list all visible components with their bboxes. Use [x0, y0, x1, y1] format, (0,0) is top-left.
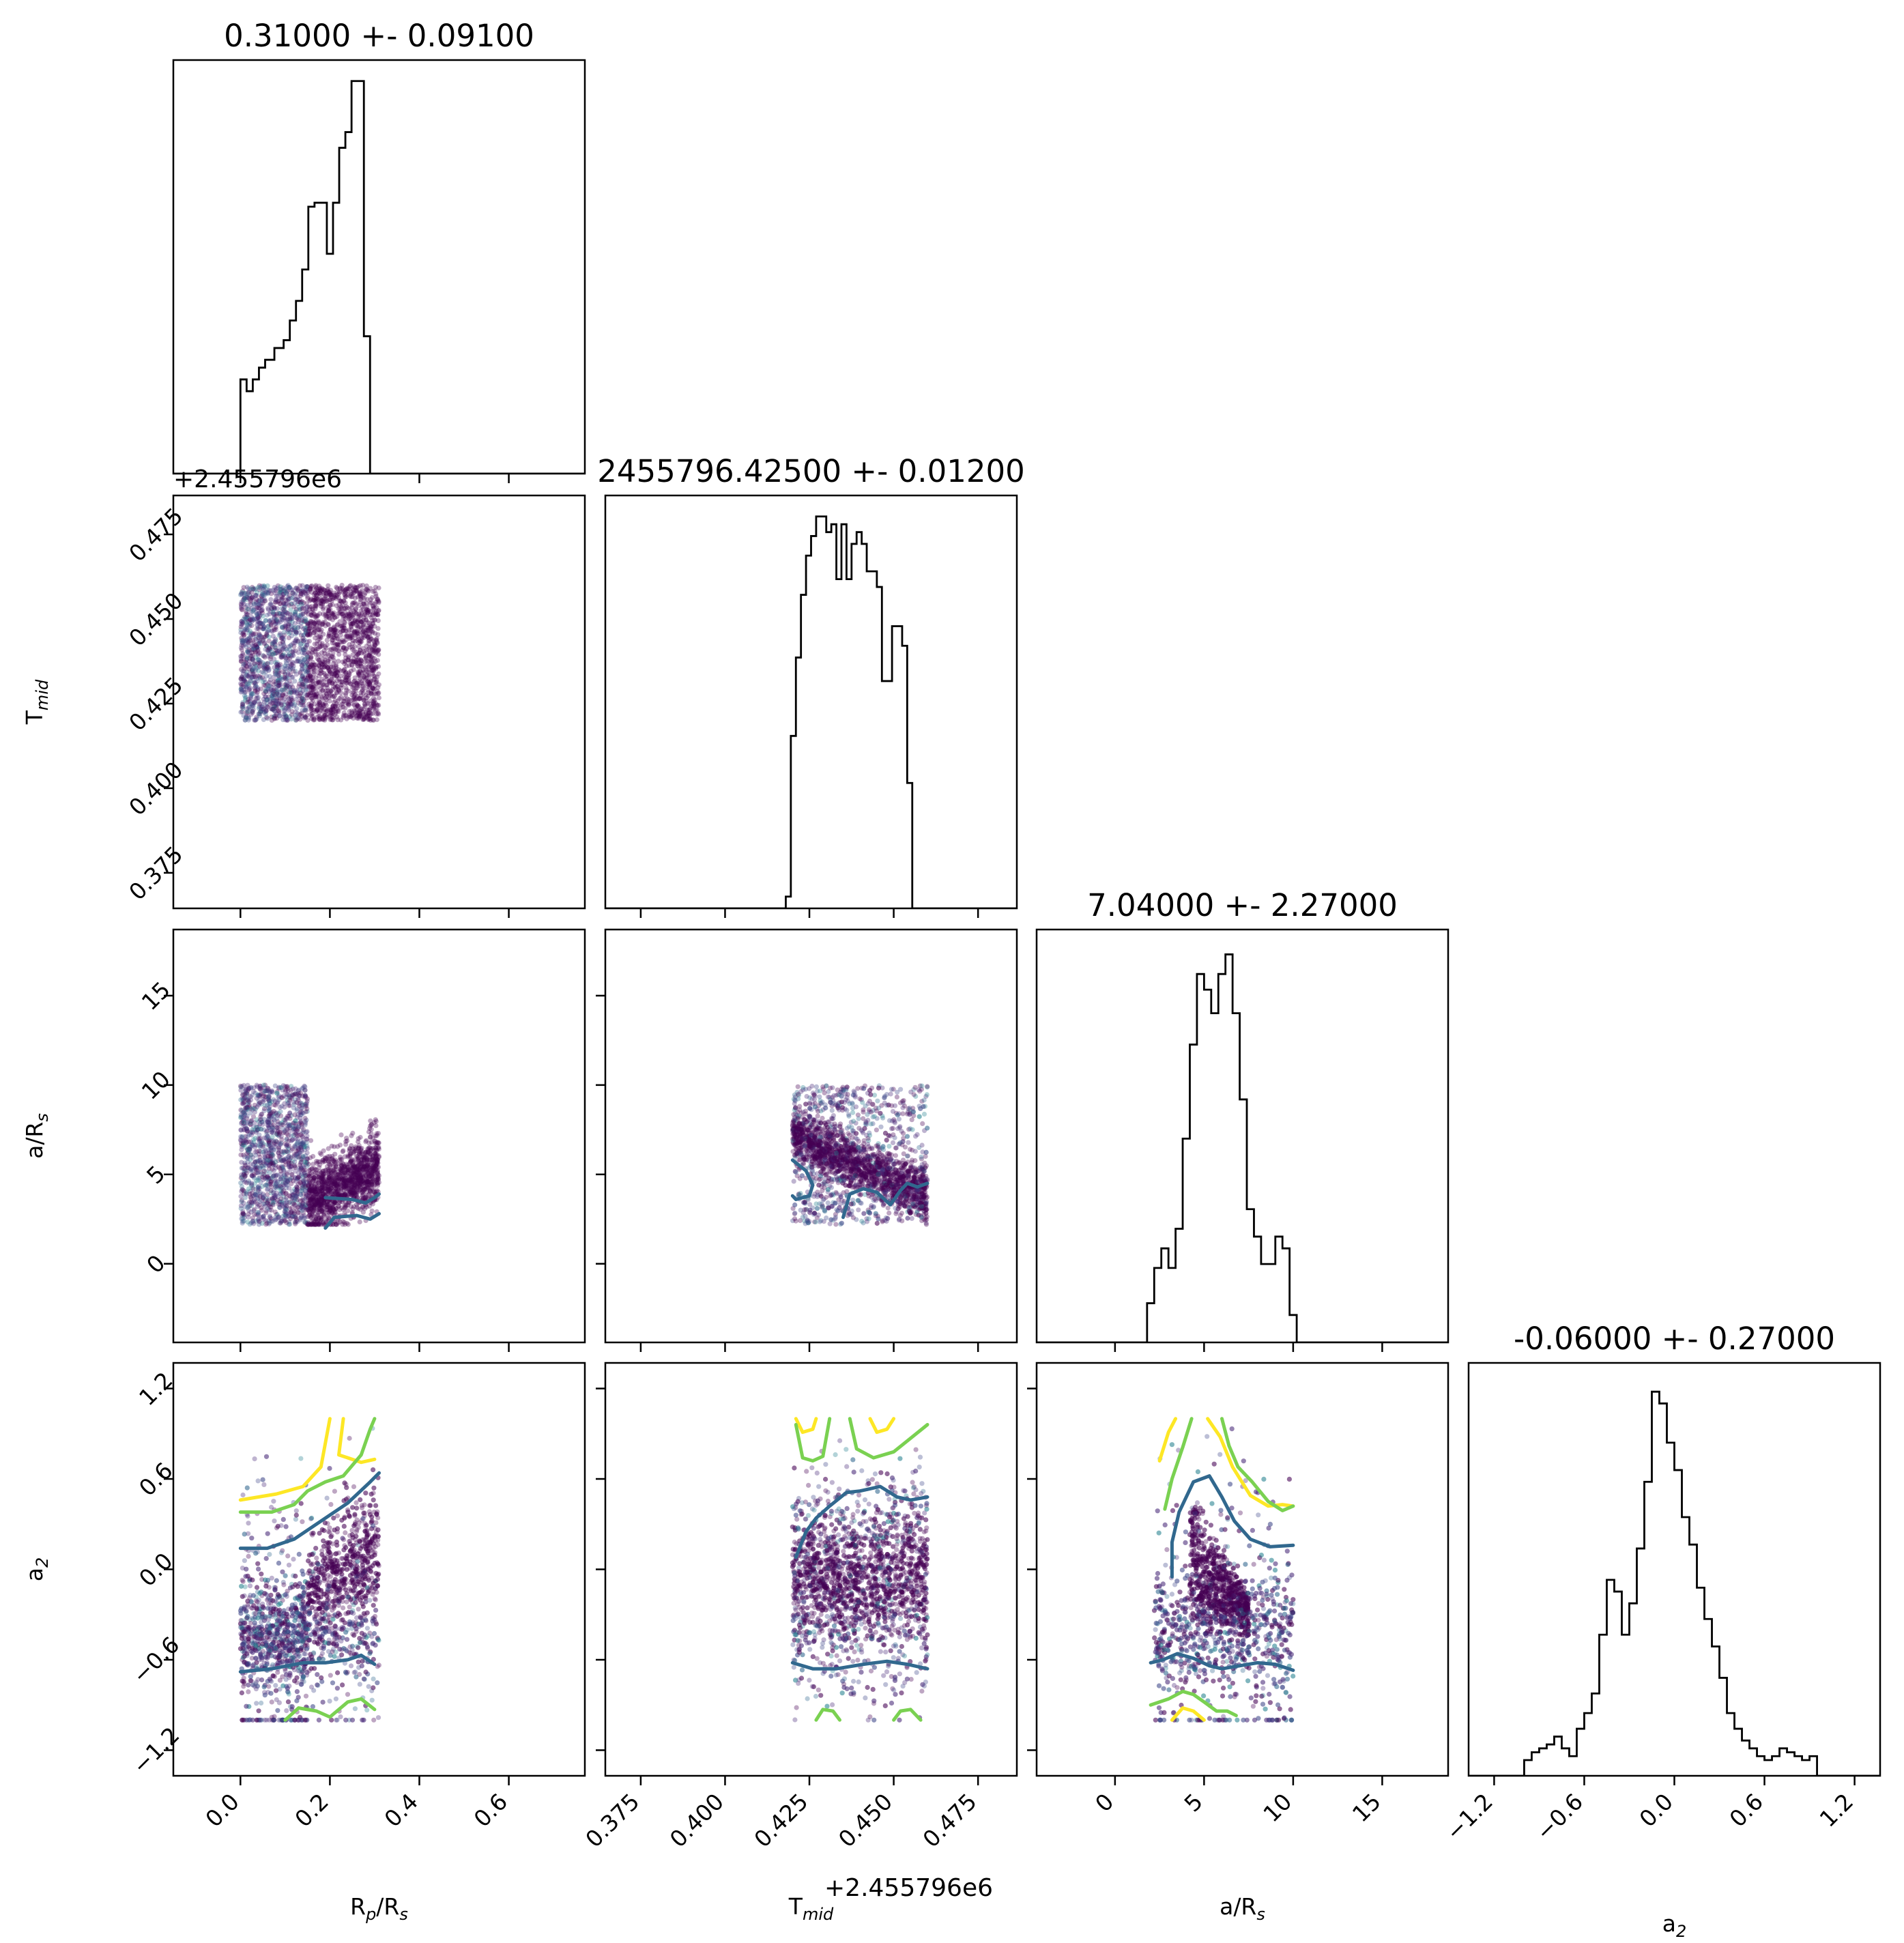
title-tmid: 2455796.42500 +- 0.01200	[597, 453, 1025, 489]
offset-text-x-tmid: +2.455796e6	[824, 1874, 993, 1902]
contour-tmid_ars-1	[841, 1181, 929, 1220]
xtick-label: 0.6	[469, 1788, 513, 1832]
xtick-label: 0.0	[1634, 1788, 1678, 1832]
panel-frame	[1035, 1362, 1449, 1777]
contour-rp_a2-1	[337, 1417, 377, 1465]
samples-ars-vs-tmid	[790, 1083, 930, 1227]
ytick-label: 15	[136, 977, 175, 1016]
contour-tmid_a2-1	[868, 1417, 896, 1435]
xlabel-rp: Rp/Rs	[350, 1893, 408, 1924]
ytick-label: 10	[136, 1066, 175, 1105]
panel-frame	[604, 494, 1018, 910]
panel-frame	[604, 928, 1018, 1344]
xtick-label: 5	[1179, 1788, 1208, 1817]
xtick-label: 0.400	[665, 1788, 729, 1852]
title-rp: 0.31000 +- 0.09100	[224, 18, 534, 54]
ytick-label: 0.475	[124, 502, 188, 566]
contour-ars_a2-6	[1149, 1689, 1238, 1718]
contour-tmid_a2-2	[794, 1417, 832, 1463]
contour-ars_a2-3	[1220, 1417, 1295, 1512]
xtick-label: −0.6	[1531, 1788, 1588, 1845]
panel-frame	[172, 59, 586, 475]
ytick-label: 0.425	[124, 672, 188, 736]
xtick-label: 0.2	[289, 1788, 334, 1832]
xlabel-tmid: Tmid	[788, 1893, 834, 1924]
contour-ars_a2-5	[1149, 1652, 1295, 1672]
contour-tmid_a2-7	[892, 1708, 923, 1722]
ytick-label: 0.0	[134, 1548, 178, 1592]
xtick-label: 0.425	[749, 1788, 813, 1852]
xtick-label: 0	[1090, 1788, 1119, 1817]
contour-ars_a2-7	[1170, 1706, 1206, 1722]
ytick-label: 0.6	[134, 1457, 178, 1501]
ytick-label: 0.400	[124, 756, 188, 820]
contour-tmid_a2-3	[848, 1417, 929, 1460]
samples-a2-vs-rp	[237, 1426, 382, 1723]
contour-rp_a2-0	[238, 1417, 332, 1502]
histogram-a2	[1469, 1390, 1880, 1776]
ytick-label: 0.375	[124, 841, 188, 905]
xtick-label: 0.6	[1725, 1788, 1769, 1832]
ytick-label: 0.450	[124, 587, 188, 651]
contour-tmid_a2-6	[814, 1708, 841, 1722]
contour-rp_ars-0	[323, 1192, 381, 1205]
xtick-label: −1.2	[1441, 1788, 1498, 1845]
xtick-label: 15	[1347, 1788, 1386, 1827]
offset-text-y-tmid: +2.455796e6	[173, 465, 342, 493]
ylabel-tmid: Tmid	[21, 679, 52, 725]
contour-ars_a2-1	[1206, 1417, 1295, 1508]
samples-ars-vs-rp	[237, 1082, 382, 1227]
contour-ars_a2-0	[1157, 1417, 1178, 1463]
contour-tmid_a2-5	[790, 1659, 929, 1671]
xtick-label: 1.2	[1815, 1788, 1859, 1832]
xtick-label: 0.475	[917, 1788, 981, 1852]
panel-ars-vs-ars: 7.04000 +- 2.27000	[1035, 887, 1449, 1352]
panel-tmid-vs-rp: 0.375 0.400 0.425 0.450 0.475	[124, 494, 586, 918]
histogram-tmid	[605, 515, 1017, 908]
panel-frame	[172, 494, 586, 910]
contour-rp_a2-2	[238, 1417, 377, 1514]
ytick-label: −1.2	[127, 1722, 184, 1779]
panel-frame	[172, 928, 586, 1344]
contour-tmid_a2-0	[794, 1417, 818, 1435]
contour-tmid_a2-4	[794, 1484, 929, 1559]
histogram-ars	[1037, 953, 1448, 1342]
histogram-rp	[173, 80, 585, 474]
xtick-label: 0.450	[833, 1788, 897, 1852]
contour-rp_ars-1	[323, 1211, 381, 1230]
ylabel-ars: a/Rs	[21, 1113, 52, 1159]
panel-frame	[1035, 928, 1449, 1344]
ytick-label: −0.6	[127, 1631, 184, 1688]
contour-rp_a2-5	[283, 1697, 377, 1722]
xtick-label: 0.375	[580, 1788, 644, 1852]
panel-frame	[172, 1362, 586, 1777]
contour-rp_a2-3	[238, 1471, 381, 1551]
panel-a2-vs-ars: 0 5 10 15	[1027, 1362, 1449, 1827]
panel-frame	[1467, 1362, 1881, 1777]
contour-rp_a2-4	[238, 1653, 377, 1674]
contour-ars_a2-2	[1163, 1417, 1194, 1511]
ylabel-a2: a2	[21, 1557, 52, 1582]
contour-ars_a2-4	[1170, 1474, 1295, 1579]
samples-a2-vs-tmid	[790, 1438, 930, 1723]
ytick-label: 1.2	[134, 1367, 178, 1411]
panel-ars-vs-tmid	[596, 928, 1018, 1352]
xlabel-ars: a/Rs	[1220, 1893, 1265, 1924]
xlabel-a2: a2	[1662, 1910, 1687, 1941]
samples-tmid-vs-rp	[237, 582, 382, 723]
panel-a2-vs-tmid: 0.375 0.400 0.425 0.450 0.475	[580, 1362, 1018, 1852]
contour-tmid_ars-0	[790, 1158, 815, 1201]
title-ars: 7.04000 +- 2.27000	[1087, 887, 1398, 923]
xtick-label: 0.0	[200, 1788, 244, 1832]
xtick-label: 10	[1258, 1788, 1297, 1827]
panel-rp-vs-rp: 0.31000 +- 0.09100	[172, 18, 586, 483]
xtick-label: 0.4	[379, 1788, 423, 1832]
panel-tmid-vs-tmid: 2455796.42500 +- 0.01200	[597, 453, 1025, 918]
panel-a2-vs-rp: 0.0 0.2 0.4 0.6 −1.2 −0.6 0.0 0.6 1.2	[127, 1362, 586, 1832]
title-a2: -0.06000 +- 0.27000	[1514, 1321, 1835, 1357]
panel-a2-vs-a2: -0.06000 +- 0.27000 −1.2 −0.6 0.0 0.6 1.2	[1441, 1321, 1881, 1845]
